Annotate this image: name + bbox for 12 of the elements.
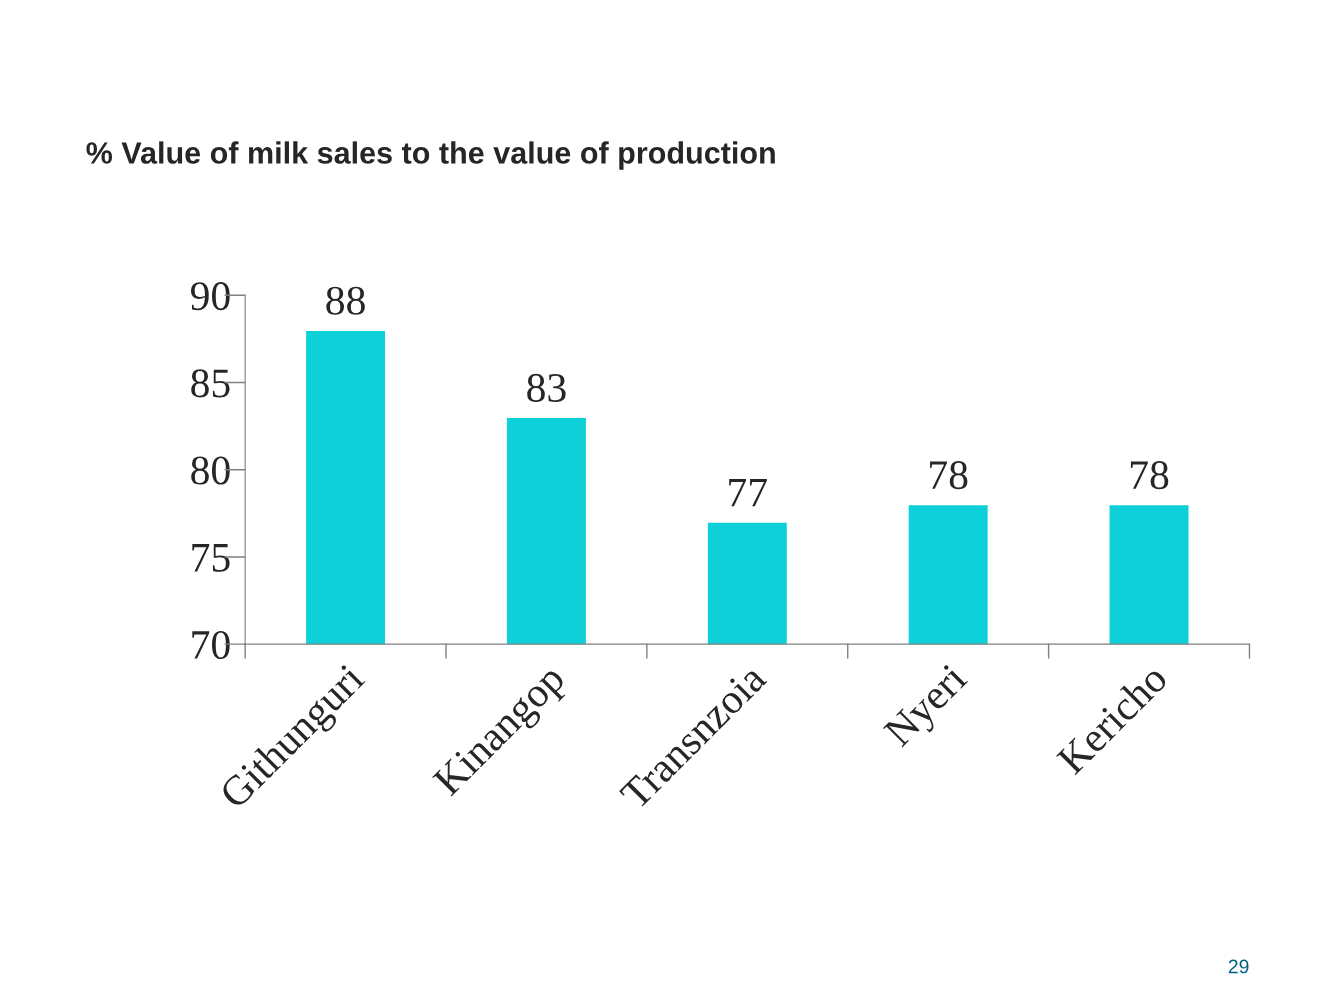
data-label: 88	[326, 286, 365, 315]
y-tick-label: 70	[192, 630, 230, 660]
y-tick-label: 80	[191, 456, 230, 485]
data-label: 78	[930, 461, 968, 490]
chart-title: % Value of milk sales to the value of production	[86, 141, 775, 170]
data-label: 77	[729, 478, 767, 507]
y-tick-label: 75	[192, 544, 230, 572]
data-label: 83	[527, 373, 566, 402]
text: 29	[1228, 959, 1249, 974]
y-tick-label: 85	[191, 369, 230, 398]
data-label: 78	[1130, 461, 1169, 490]
y-tick-label: 90	[190, 282, 230, 311]
